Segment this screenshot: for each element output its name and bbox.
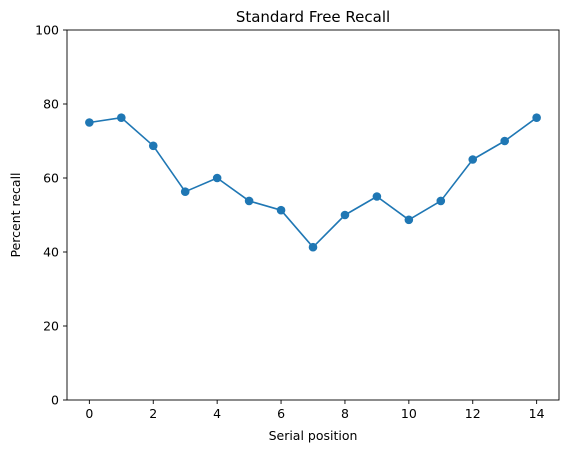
x-tick-label: 6 bbox=[277, 406, 285, 421]
series-line bbox=[88, 116, 538, 248]
x-axis-ticks: 0 2 4 6 8 10 12 14 bbox=[85, 400, 545, 421]
data-point bbox=[340, 210, 350, 220]
data-point bbox=[532, 113, 541, 122]
data-point bbox=[180, 187, 190, 196]
y-tick-label: 0 bbox=[51, 393, 59, 408]
data-point bbox=[372, 192, 382, 201]
x-tick-label: 0 bbox=[85, 406, 93, 421]
x-tick-label: 8 bbox=[341, 406, 349, 421]
axes-frame bbox=[66, 29, 560, 401]
data-point bbox=[468, 155, 478, 164]
y-tick-label: 40 bbox=[43, 245, 59, 260]
data-point bbox=[244, 196, 254, 206]
x-tick-label: 10 bbox=[401, 406, 417, 421]
data-point bbox=[500, 136, 509, 146]
x-tick-label: 14 bbox=[529, 406, 545, 421]
plot-area bbox=[85, 113, 541, 252]
x-tick-label: 12 bbox=[465, 406, 481, 421]
chart-title: Standard Free Recall bbox=[236, 8, 390, 26]
data-point bbox=[85, 118, 94, 127]
y-tick-label: 100 bbox=[35, 23, 59, 38]
data-point bbox=[404, 215, 414, 225]
y-tick-label: 20 bbox=[43, 319, 59, 334]
y-axis-label: Percent recall bbox=[8, 172, 23, 257]
x-axis-label: Serial position bbox=[269, 428, 358, 443]
data-point bbox=[212, 173, 222, 183]
data-point bbox=[436, 196, 446, 206]
data-point bbox=[148, 141, 158, 151]
y-tick-label: 60 bbox=[43, 171, 59, 186]
y-axis-ticks: 0 20 40 60 80 100 bbox=[35, 23, 67, 408]
data-point bbox=[308, 242, 318, 252]
x-tick-label: 2 bbox=[149, 406, 157, 421]
y-tick-label: 80 bbox=[43, 97, 59, 112]
data-point bbox=[276, 205, 286, 215]
x-tick-label: 4 bbox=[213, 406, 221, 421]
data-point bbox=[117, 113, 126, 122]
